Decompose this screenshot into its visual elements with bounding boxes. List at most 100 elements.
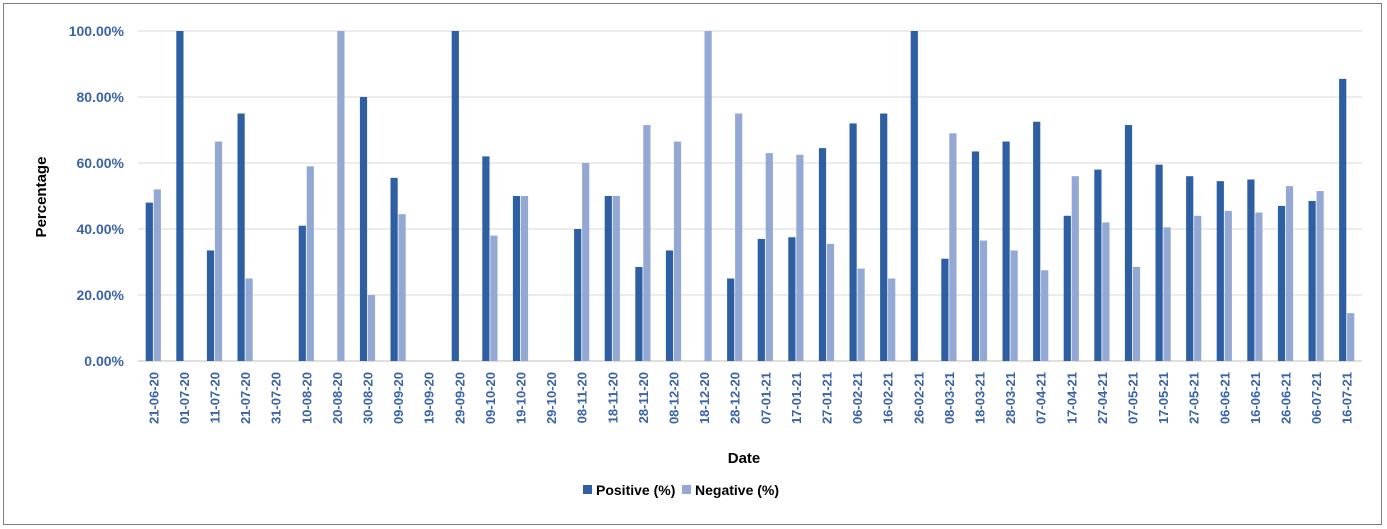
- legend: Positive (%) Negative (%): [583, 482, 779, 498]
- x-tick-label: 16-07-21: [1340, 372, 1355, 424]
- x-tick-label: 28-12-20: [728, 372, 743, 424]
- bar-positive: [849, 123, 857, 362]
- bar-positive: [665, 250, 674, 361]
- bar-negative: [979, 240, 988, 361]
- bar-negative: [1194, 215, 1202, 361]
- bar-negative: [1010, 250, 1018, 361]
- bar-positive: [390, 177, 398, 361]
- bar-negative: [643, 125, 651, 361]
- bar-negative: [1163, 227, 1171, 361]
- bar-positive: [1063, 215, 1071, 361]
- x-tick-label: 08-11-20: [575, 372, 590, 423]
- y-tick-label: 60.00%: [77, 155, 125, 171]
- x-tick-label: 31-07-20: [269, 372, 284, 424]
- x-tick-label: 19-09-20: [422, 372, 437, 424]
- y-tick-label: 20.00%: [77, 287, 125, 303]
- x-tick-label: 27-01-21: [820, 372, 835, 424]
- bar-positive: [482, 156, 490, 361]
- bar-negative: [214, 141, 223, 361]
- x-tick-label: 18-12-20: [697, 372, 712, 424]
- x-tick-label: 07-01-21: [758, 372, 773, 424]
- bar-negative: [612, 196, 620, 361]
- bar-positive: [1247, 179, 1255, 361]
- bar-positive: [635, 266, 643, 361]
- x-tick-label: 09-09-20: [391, 372, 406, 424]
- x-tick-label: 21-06-20: [146, 372, 161, 424]
- x-tick-label: 17-04-21: [1064, 372, 1079, 424]
- x-tick-label: 28-03-21: [1003, 372, 1018, 424]
- bar-negative: [857, 268, 865, 361]
- x-tick-label: 19-10-20: [514, 372, 529, 424]
- bar-positive: [757, 238, 765, 361]
- bars: [145, 31, 1355, 362]
- bar-negative: [337, 31, 345, 361]
- x-tick-labels: 21-06-20 01-07-20 11-07-20 21-07-20 31-07-20…: [146, 372, 1354, 424]
- x-tick-label: 26-06-21: [1279, 372, 1294, 424]
- bar-negative: [1041, 270, 1049, 361]
- chart-frame: [3, 3, 1382, 525]
- y-tick-labels: 0.00% 20.00% 40.00% 60.00% 80.00% 100.00%: [69, 23, 125, 369]
- bar-positive: [1277, 205, 1286, 361]
- x-tick-label: 26-02-21: [911, 372, 926, 424]
- bar-negative: [1285, 186, 1294, 361]
- x-axis-title: Date: [728, 450, 761, 467]
- legend-swatch: [583, 485, 592, 494]
- x-tick-label: 16-02-21: [881, 372, 896, 424]
- bar-positive: [451, 31, 459, 361]
- bar-positive: [206, 250, 215, 361]
- x-tick-label: 06-02-21: [850, 372, 865, 424]
- bar-negative: [826, 243, 835, 361]
- x-tick-label: 29-09-20: [452, 372, 467, 424]
- legend-swatch: [682, 485, 691, 494]
- gridlines: [138, 30, 1362, 362]
- x-tick-label: 17-05-21: [1156, 372, 1171, 424]
- bar-positive: [574, 229, 582, 361]
- bar-negative: [306, 166, 314, 361]
- legend-label: Negative (%): [695, 482, 779, 498]
- x-tick-label: 08-03-21: [942, 372, 957, 424]
- bar-negative: [704, 31, 712, 361]
- bar-negative: [245, 278, 253, 361]
- x-tick-label: 07-05-21: [1126, 372, 1141, 424]
- bar-negative: [735, 113, 743, 361]
- bar-negative: [398, 214, 406, 361]
- x-tick-label: 08-12-20: [667, 372, 682, 424]
- bar-positive: [727, 278, 735, 361]
- bar-negative: [1132, 266, 1141, 361]
- legend-label: Positive (%): [596, 482, 675, 498]
- bar-positive: [1033, 121, 1041, 361]
- bar-negative: [1347, 313, 1355, 361]
- bar-positive: [1155, 164, 1163, 361]
- bar-positive: [1124, 125, 1133, 361]
- bar-negative: [1071, 176, 1079, 361]
- bar-positive: [512, 196, 521, 361]
- bar-negative: [490, 235, 498, 361]
- bar-negative: [765, 153, 773, 361]
- x-tick-label: 20-08-20: [330, 372, 345, 424]
- x-tick-label: 06-06-21: [1217, 372, 1232, 424]
- x-tick-label: 17-01-21: [789, 372, 804, 424]
- bar-positive: [604, 196, 612, 361]
- bar-negative: [1224, 210, 1232, 361]
- x-tick-label: 21-07-20: [238, 372, 253, 424]
- bar-positive: [1094, 169, 1102, 361]
- x-tick-label: 27-05-21: [1187, 372, 1202, 424]
- bar-negative: [520, 196, 529, 361]
- x-tick-label: 29-10-20: [544, 372, 559, 424]
- y-tick-label: 40.00%: [77, 221, 125, 237]
- x-tick-label: 16-06-21: [1248, 372, 1263, 424]
- bar-positive: [818, 148, 827, 361]
- bar-positive: [788, 237, 796, 361]
- bar-positive: [1339, 78, 1347, 361]
- x-tick-label: 07-04-21: [1034, 372, 1049, 424]
- bar-negative: [582, 163, 590, 361]
- x-tick-label: 11-07-20: [208, 372, 223, 423]
- bar-positive: [176, 31, 184, 361]
- y-tick-label: 0.00%: [84, 353, 124, 369]
- bar-positive: [941, 258, 949, 361]
- bar-negative: [153, 189, 161, 361]
- x-tick-label: 18-11-20: [605, 372, 620, 423]
- bar-negative: [1316, 191, 1324, 361]
- y-tick-label: 80.00%: [77, 89, 125, 105]
